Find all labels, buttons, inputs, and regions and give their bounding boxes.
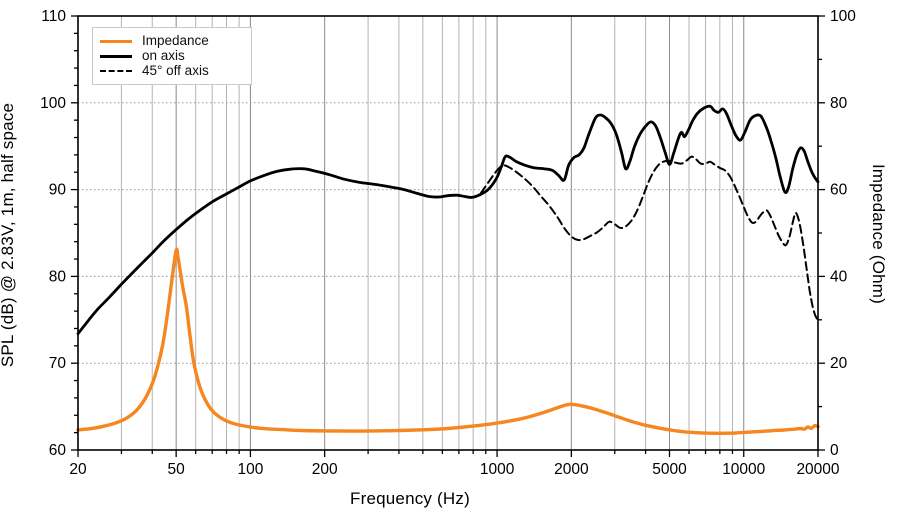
svg-text:100: 100 bbox=[40, 95, 66, 112]
y-axis-left: 60 70 80 90 100 110 bbox=[40, 8, 78, 459]
off-axis-curve bbox=[479, 155, 819, 321]
svg-text:200: 200 bbox=[312, 461, 338, 478]
svg-text:20: 20 bbox=[830, 355, 848, 372]
x-axis-title: Frequency (Hz) bbox=[350, 489, 470, 508]
legend-item-off-axis: 45° off axis bbox=[100, 64, 251, 78]
legend-label-on-axis: on axis bbox=[142, 48, 185, 63]
legend-item-impedance: Impedance bbox=[100, 34, 251, 48]
impedance-line-swatch bbox=[100, 39, 132, 43]
legend-item-on-axis: on axis bbox=[100, 49, 251, 63]
svg-text:50: 50 bbox=[168, 461, 186, 478]
svg-text:100: 100 bbox=[237, 461, 263, 478]
svg-text:80: 80 bbox=[830, 95, 848, 112]
svg-text:60: 60 bbox=[830, 182, 848, 199]
impedance-curve bbox=[76, 247, 820, 435]
svg-text:70: 70 bbox=[49, 355, 67, 372]
legend-label-impedance: Impedance bbox=[142, 33, 209, 48]
y-axis-right: 0 20 40 60 80 100 bbox=[818, 8, 856, 459]
on-axis-line-swatch bbox=[100, 54, 132, 58]
svg-text:2000: 2000 bbox=[554, 461, 589, 478]
gridlines bbox=[78, 16, 818, 450]
svg-text:110: 110 bbox=[41, 8, 66, 25]
legend: Impedance on axis 45° off axis bbox=[92, 27, 252, 85]
svg-text:20: 20 bbox=[69, 461, 87, 478]
svg-text:40: 40 bbox=[830, 268, 848, 285]
x-axis: 50 100 200 1000 2000 5000 10000 20 20000 bbox=[69, 450, 840, 478]
svg-text:10000: 10000 bbox=[722, 461, 765, 478]
legend-label-off-axis: 45° off axis bbox=[142, 63, 209, 78]
svg-text:1000: 1000 bbox=[480, 461, 515, 478]
svg-text:20000: 20000 bbox=[796, 461, 839, 478]
y-right-axis-title: Impedance (Ohm) bbox=[869, 164, 888, 304]
off-axis-line-swatch bbox=[100, 70, 132, 72]
svg-text:100: 100 bbox=[830, 8, 856, 25]
svg-text:5000: 5000 bbox=[652, 461, 687, 478]
svg-text:90: 90 bbox=[49, 182, 67, 199]
y-left-axis-title: SPL (dB) @ 2.83V, 1m, half space bbox=[0, 102, 17, 368]
svg-text:80: 80 bbox=[49, 268, 67, 285]
on-axis-curve bbox=[76, 104, 820, 336]
svg-text:0: 0 bbox=[830, 442, 839, 459]
svg-text:60: 60 bbox=[49, 442, 67, 459]
